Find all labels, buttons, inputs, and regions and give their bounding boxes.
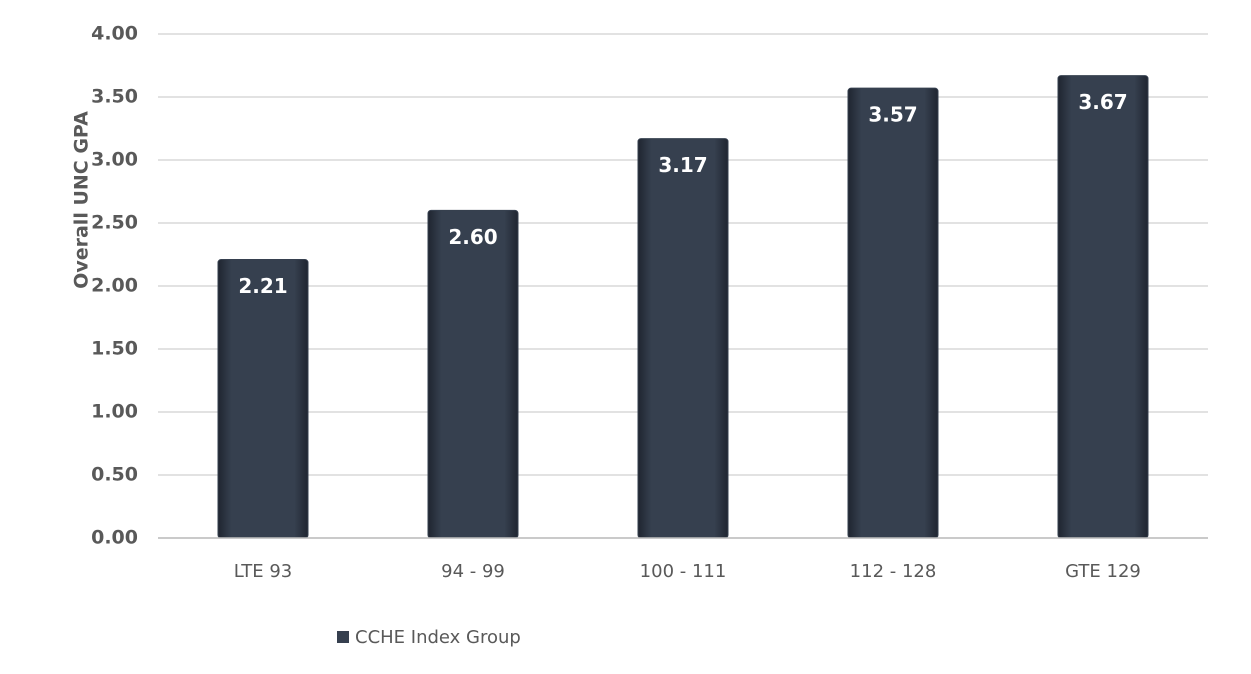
value-label: 3.17 (658, 153, 707, 177)
y-tick-label: 2.00 (91, 275, 138, 297)
y-tick-label: 1.50 (91, 338, 138, 360)
y-tick-label: 1.00 (91, 401, 138, 423)
bar (217, 259, 309, 539)
legend-label: CCHE Index Group (355, 627, 521, 648)
bar (847, 87, 939, 539)
x-tick-label: LTE 93 (234, 561, 293, 582)
y-tick-label: 3.50 (91, 86, 138, 108)
y-axis-label: Overall UNC GPA (71, 111, 93, 289)
x-tick-label: 100 - 111 (640, 561, 727, 582)
x-tick-label: 94 - 99 (441, 561, 505, 582)
value-label: 3.67 (1078, 90, 1127, 114)
bar (427, 209, 519, 539)
bar (637, 138, 729, 539)
value-label: 3.57 (868, 103, 917, 127)
value-label: 2.60 (448, 225, 497, 249)
y-tick-label: 0.00 (91, 527, 138, 549)
y-tick-label: 0.50 (91, 464, 138, 486)
bar (1057, 75, 1149, 539)
x-tick-label: GTE 129 (1065, 561, 1141, 582)
value-label: 2.21 (238, 274, 287, 298)
legend-swatch (337, 631, 349, 643)
y-tick-label: 3.00 (91, 149, 138, 171)
y-tick-label: 2.50 (91, 212, 138, 234)
x-tick-label: 112 - 128 (850, 561, 937, 582)
y-tick-label: 4.00 (91, 23, 138, 45)
